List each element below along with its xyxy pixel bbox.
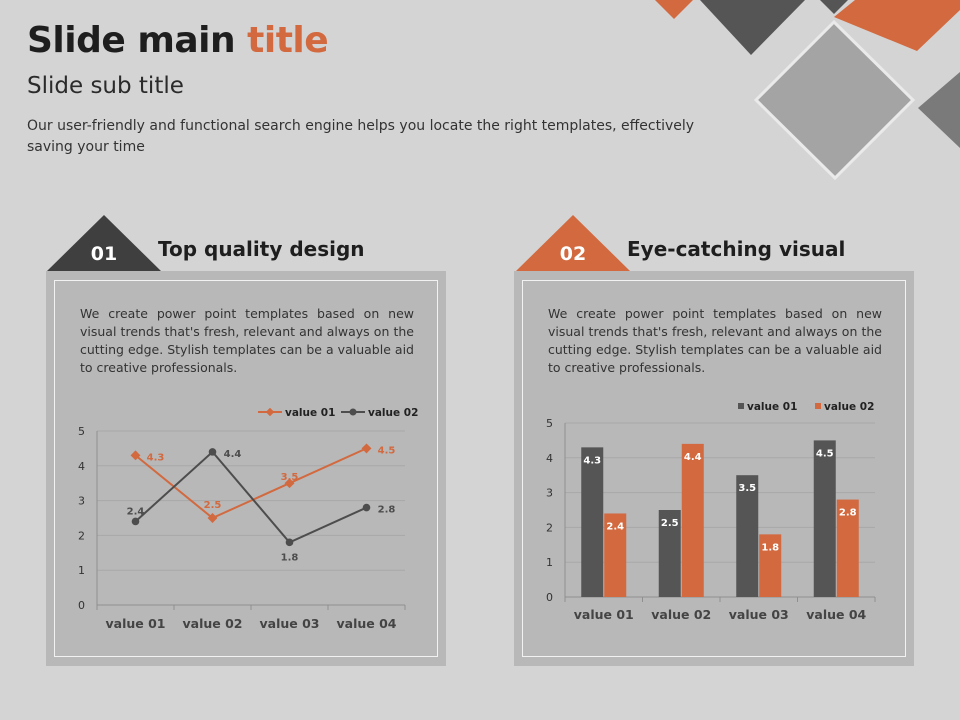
bar-series-1-data-label: 4.5 <box>816 448 834 459</box>
section-1-panel: We create power point templates based on… <box>46 271 446 666</box>
line-series-2-marker <box>285 538 294 547</box>
bar-chart-xtick-label: value 04 <box>806 607 866 622</box>
section-1-number: 01 <box>90 243 118 265</box>
slide-main-title: Slide main title <box>27 20 329 61</box>
line-chart-ytick: 0 <box>78 599 85 612</box>
bar-series-2-bar <box>759 534 782 597</box>
section-2-panel-border <box>522 280 906 657</box>
line-chart-xtick-label: value 02 <box>183 616 243 631</box>
bar-series-2-data-label: 4.4 <box>684 452 702 463</box>
line-series-1-data-label: 4.5 <box>378 445 396 456</box>
line-series-1-data-label: 3.5 <box>281 472 299 483</box>
bar-chart-xtick-label: value 02 <box>651 607 711 622</box>
slide-subtitle: Slide sub title <box>27 73 184 99</box>
bar-series-2-data-label: 1.8 <box>761 542 779 553</box>
section-1-panel-border <box>54 280 438 657</box>
line-chart-xtick-label: value 03 <box>260 616 320 631</box>
bar-chart-ytick: 2 <box>546 521 553 534</box>
section-2-body: We create power point templates based on… <box>548 306 882 375</box>
line-legend-label: value 02 <box>368 407 418 419</box>
line-legend-marker <box>349 408 357 416</box>
bar-chart-ytick: 5 <box>546 417 553 430</box>
line-series-2-line <box>134 450 367 544</box>
line-series-2-marker <box>131 517 140 526</box>
line-series-2-marker <box>362 503 371 512</box>
bar-chart-ytick: 1 <box>546 556 553 569</box>
section-1-body: We create power point templates based on… <box>80 306 414 375</box>
line-series-1-line <box>134 447 367 520</box>
line-series-1-marker <box>284 478 295 489</box>
line-chart-ytick: 4 <box>78 460 85 473</box>
line-chart-ytick: 1 <box>78 564 85 577</box>
bar-series-1-bar <box>658 510 681 597</box>
bar-series-2-bar <box>681 443 704 597</box>
bar-chart-ytick: 3 <box>546 487 553 500</box>
line-series-2-data-label: 2.8 <box>378 505 396 516</box>
section-2-number: 02 <box>559 243 587 265</box>
line-legend-marker <box>265 407 275 417</box>
section-1-badge <box>46 215 162 272</box>
line-series-2-data-label: 1.8 <box>281 552 299 563</box>
line-series-2-data-label: 4.4 <box>224 449 242 460</box>
line-legend-label: value 01 <box>285 407 335 419</box>
bar-legend-label: value 01 <box>747 401 797 413</box>
line-series-1-marker <box>207 513 218 523</box>
bar-series-2-bar <box>836 499 859 597</box>
bar-series-2-bar <box>604 513 627 597</box>
bar-series-2-data-label: 2.4 <box>606 521 624 532</box>
line-series-1-data-label: 2.5 <box>204 500 222 511</box>
slide-description: Our user-friendly and functional search … <box>27 118 695 155</box>
bar-series-1-data-label: 2.5 <box>661 518 679 529</box>
bar-series-1-bar <box>736 475 759 597</box>
bar-chart-xtick-label: value 01 <box>574 607 634 622</box>
bar-series-1-bar <box>813 440 836 597</box>
bar-series-2-data-label: 2.8 <box>839 508 857 519</box>
line-chart-ytick: 3 <box>78 495 85 508</box>
bar-series-1-bar <box>581 447 604 597</box>
bar-chart-ytick: 0 <box>546 591 553 604</box>
line-chart-ytick: 5 <box>78 425 85 438</box>
bar-legend-swatch <box>738 403 744 409</box>
title-accent-word: title <box>247 20 329 61</box>
bar-chart-xtick-label: value 03 <box>729 607 789 622</box>
line-chart-ytick: 2 <box>78 529 85 542</box>
bar-legend-label: value 02 <box>824 401 874 413</box>
section-2-title: Eye-catching visual <box>627 237 846 261</box>
line-series-1-marker <box>361 443 372 454</box>
section-2-badge <box>515 215 631 272</box>
line-series-2-marker <box>208 448 217 456</box>
section-2-panel: We create power point templates based on… <box>514 271 914 666</box>
line-series-1-marker <box>130 450 141 461</box>
bar-chart-ytick: 4 <box>546 452 553 465</box>
line-series-1-data-label: 4.3 <box>147 452 165 463</box>
bar-series-1-data-label: 4.3 <box>583 455 601 466</box>
line-series-2-data-label: 2.4 <box>127 506 145 517</box>
line-chart-xtick-label: value 01 <box>106 616 166 631</box>
bar-series-1-data-label: 3.5 <box>738 483 756 494</box>
bar-legend-swatch <box>815 403 821 409</box>
line-chart-xtick-label: value 04 <box>337 616 397 631</box>
section-1-title: Top quality design <box>158 237 365 261</box>
